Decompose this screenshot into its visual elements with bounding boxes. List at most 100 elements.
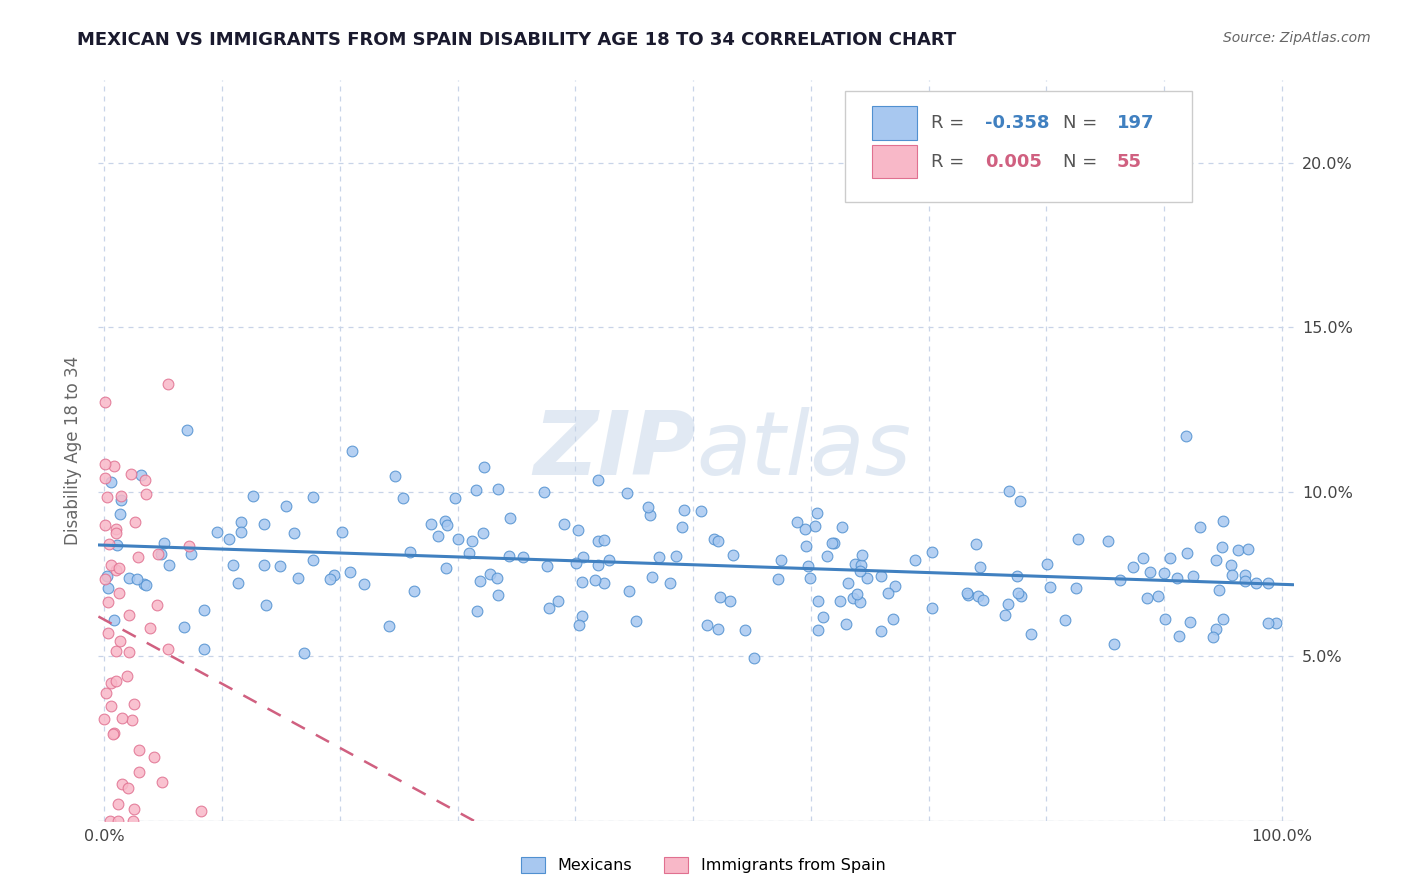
Text: R =: R = — [931, 153, 970, 170]
Point — [486, 482, 509, 496]
Point — [1005, 569, 1028, 583]
Point — [486, 588, 509, 602]
Point — [120, 467, 142, 482]
Text: MEXICAN VS IMMIGRANTS FROM SPAIN DISABILITY AGE 18 TO 34 CORRELATION CHART: MEXICAN VS IMMIGRANTS FROM SPAIN DISABIL… — [77, 31, 956, 49]
Point — [571, 575, 593, 590]
Point — [904, 553, 927, 567]
Point — [1202, 630, 1225, 644]
Point — [392, 491, 415, 505]
Point — [794, 522, 817, 536]
Point — [921, 545, 943, 559]
Point — [97, 595, 120, 609]
Point — [447, 532, 470, 546]
Point — [806, 624, 828, 638]
Point — [586, 473, 609, 487]
Point — [537, 600, 560, 615]
Point — [253, 558, 276, 573]
Point — [598, 553, 620, 567]
Point — [707, 622, 730, 636]
Point — [319, 572, 342, 586]
Point — [122, 802, 145, 816]
Point — [322, 567, 344, 582]
Point — [797, 559, 820, 574]
Point — [150, 775, 173, 789]
Point — [103, 726, 125, 740]
Point — [851, 558, 873, 573]
Point — [1220, 558, 1243, 572]
Point — [807, 594, 830, 608]
Point — [1175, 428, 1198, 442]
Point — [486, 571, 509, 585]
Point — [553, 516, 575, 531]
Point — [115, 669, 138, 683]
FancyBboxPatch shape — [872, 145, 917, 178]
Point — [882, 612, 904, 626]
Point — [921, 600, 943, 615]
Point — [1108, 573, 1130, 587]
Point — [583, 574, 606, 588]
Point — [1064, 581, 1087, 595]
Point — [806, 506, 828, 520]
Point — [1257, 615, 1279, 630]
Point — [956, 586, 979, 600]
Point — [94, 395, 117, 409]
Point — [1159, 550, 1181, 565]
Point — [436, 517, 458, 532]
Point — [100, 475, 122, 489]
Point — [592, 576, 614, 591]
Point — [696, 617, 718, 632]
Point — [1135, 591, 1157, 605]
Point — [173, 619, 195, 633]
Point — [734, 624, 756, 638]
Point — [142, 749, 165, 764]
Point — [673, 503, 696, 517]
Point — [121, 814, 143, 828]
Point — [404, 584, 426, 599]
Point — [127, 572, 149, 586]
FancyBboxPatch shape — [845, 91, 1192, 202]
Point — [993, 607, 1015, 622]
Point — [1008, 493, 1031, 508]
Point — [571, 608, 593, 623]
Point — [427, 529, 450, 543]
Point — [399, 545, 422, 559]
Point — [180, 548, 202, 562]
Point — [1036, 557, 1059, 571]
Point — [1139, 565, 1161, 579]
Point — [1212, 612, 1234, 626]
Point — [94, 470, 117, 484]
Point — [831, 520, 853, 534]
Point — [231, 525, 253, 540]
Point — [103, 727, 125, 741]
Text: -0.358: -0.358 — [986, 114, 1050, 132]
Point — [139, 621, 162, 635]
Point — [637, 500, 659, 515]
Point — [118, 645, 141, 659]
Point — [97, 581, 120, 595]
Point — [844, 557, 866, 571]
Point — [803, 519, 825, 533]
Point — [292, 646, 315, 660]
Text: N =: N = — [1063, 114, 1102, 132]
Point — [742, 650, 765, 665]
Point — [869, 624, 891, 638]
Point — [1153, 612, 1175, 626]
Point — [828, 593, 851, 607]
Point — [586, 533, 609, 548]
Point — [176, 423, 198, 437]
Point — [1234, 574, 1257, 589]
Point — [129, 467, 152, 482]
Point — [105, 673, 128, 688]
Point — [1122, 560, 1144, 574]
Point — [641, 570, 664, 584]
Point — [287, 571, 309, 585]
Point — [98, 537, 121, 551]
Point — [547, 593, 569, 607]
Point — [118, 607, 141, 622]
Point — [222, 558, 245, 572]
Point — [1220, 567, 1243, 582]
Point — [768, 572, 790, 586]
Point — [1166, 571, 1188, 585]
Point — [193, 641, 215, 656]
Point — [121, 713, 143, 727]
